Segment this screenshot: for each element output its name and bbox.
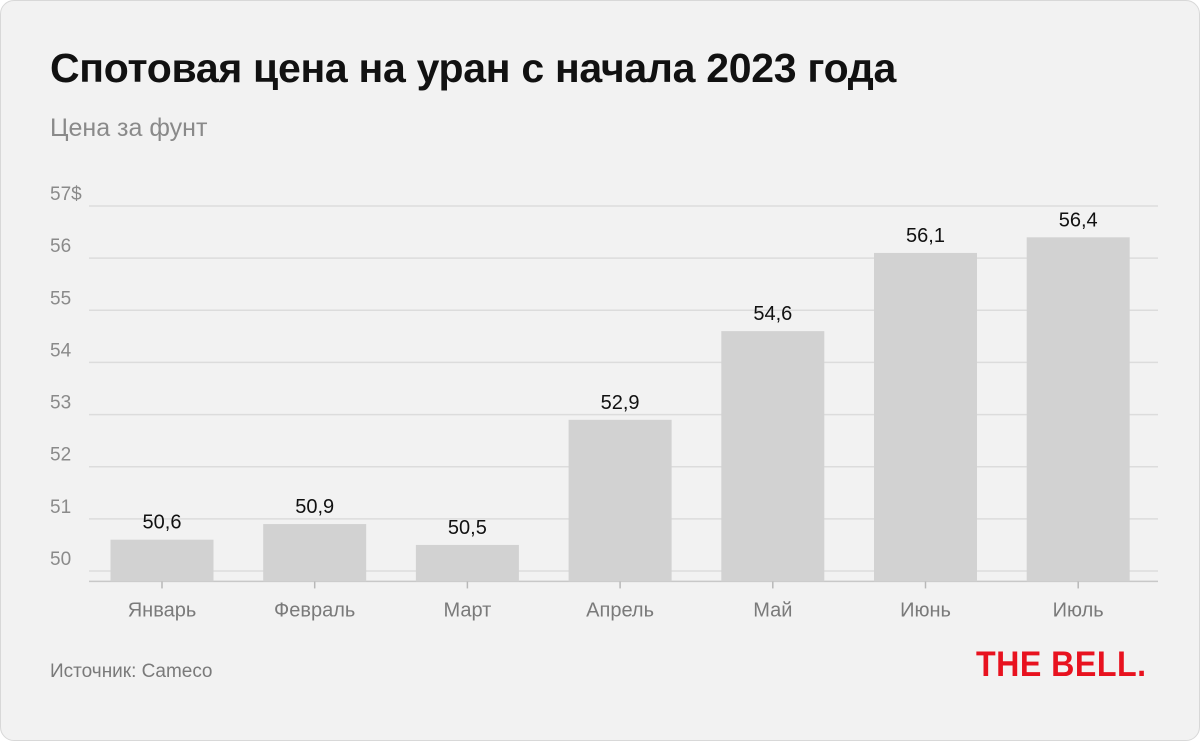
x-axis-ticks: Январь Февраль Март Апрель Май Июнь Июль (128, 581, 1104, 621)
y-tick-label: 54 (50, 340, 72, 361)
data-labels: 50,6 50,9 50,5 52,9 54,6 56,1 56,4 (143, 209, 1098, 539)
y-tick-label: 50 (50, 549, 71, 570)
y-tick-label: 57$ (50, 184, 82, 205)
data-label: 56,1 (906, 225, 945, 247)
y-tick-label: 55 (50, 288, 71, 309)
data-label: 56,4 (1059, 209, 1098, 231)
bar-chart: 50 51 52 53 54 55 56 57$ 50,6 50,9 50,5 52,9 54,6 56… (50, 184, 1158, 621)
x-tick-label: Июнь (900, 599, 951, 621)
y-tick-label: 51 (50, 497, 71, 518)
x-tick-label: Январь (128, 599, 197, 621)
y-axis-ticks: 50 51 52 53 54 55 56 57$ (50, 184, 82, 570)
data-label: 54,6 (753, 303, 792, 325)
chart-title: Спотовая цена на уран с начала 2023 года (50, 45, 896, 91)
source-note: Источник: Cameco (50, 661, 213, 682)
bar (874, 252, 977, 582)
bar (110, 539, 214, 582)
data-label: 50,5 (448, 517, 487, 539)
y-tick-label: 56 (50, 236, 71, 257)
bar (263, 524, 367, 582)
bar (1026, 237, 1130, 582)
bar (415, 544, 519, 582)
bar (568, 419, 672, 582)
x-tick-label: Июль (1053, 599, 1104, 621)
data-label: 50,9 (295, 496, 334, 518)
chart-subtitle: Цена за фунт (50, 114, 208, 142)
x-tick-label: Февраль (274, 599, 355, 621)
y-tick-label: 52 (50, 445, 71, 466)
x-tick-label: Апрель (586, 599, 654, 621)
x-tick-label: Май (753, 599, 792, 621)
y-tick-label: 53 (50, 393, 71, 414)
x-tick-label: Март (443, 599, 491, 621)
the-bell-logo: THE BELL. (976, 645, 1147, 684)
bar (721, 331, 825, 582)
bars (110, 237, 1130, 582)
data-label: 52,9 (601, 392, 640, 414)
data-label: 50,6 (143, 512, 182, 534)
